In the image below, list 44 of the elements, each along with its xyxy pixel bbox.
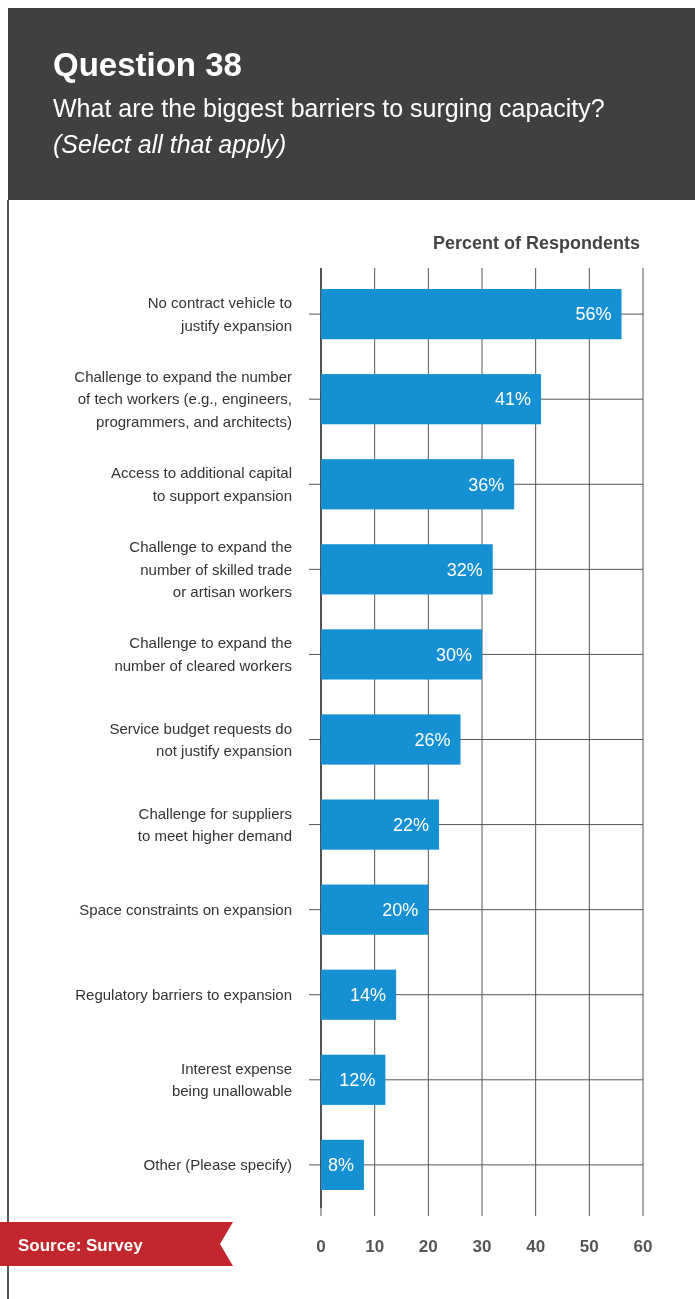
data-label: 32% [446, 559, 483, 580]
x-tick-label: 50 [579, 1237, 599, 1256]
x-tick-label: 30 [472, 1237, 492, 1256]
data-label: 26% [414, 729, 451, 750]
y-tick-label: Challenge for suppliers to meet higher demand [137, 804, 292, 845]
x-tick-label: 10 [365, 1237, 385, 1256]
y-tick-label: No contract vehicle to justify expansion [147, 294, 292, 334]
bar [321, 1054, 386, 1105]
y-tick-label: Service budget requests do not justify expansion [109, 719, 292, 759]
bar [321, 374, 542, 425]
bar [321, 544, 493, 595]
y-tick-label: Regulatory barriers to expansion [75, 985, 292, 1003]
bar [321, 799, 440, 850]
x-tick-label: 40 [526, 1237, 546, 1256]
data-label: 8% [327, 1155, 354, 1176]
bar [321, 289, 622, 340]
x-tick-label: 20 [418, 1237, 438, 1256]
x-axis-title: Percent of Respondents [432, 233, 640, 253]
y-tick-label: Access to additional capital to support expansion [111, 464, 292, 504]
data-label: 30% [435, 644, 472, 665]
bar [321, 459, 515, 510]
y-tick-label: Other (Please specify) [143, 1156, 292, 1174]
chart-subtitle: What are the biggest barriers to surging capacity? (Select all that apply) [53, 94, 605, 158]
bar [321, 629, 482, 680]
y-tick-label: Challenge to expand the number of cleared workers [114, 634, 292, 674]
x-tick-label: 0 [316, 1237, 326, 1256]
data-label: 36% [468, 474, 505, 495]
source-note: Source: Survey [18, 1236, 144, 1255]
bar [321, 969, 397, 1020]
data-label: 56% [575, 304, 612, 325]
data-label: 41% [495, 389, 532, 410]
bar [321, 1139, 364, 1190]
bar [321, 884, 429, 935]
data-label: 20% [382, 899, 419, 920]
data-label: 12% [339, 1070, 376, 1091]
data-label: 22% [393, 814, 430, 835]
x-tick-label: 60 [633, 1237, 653, 1256]
y-tick-label: Space constraints on expansion [79, 900, 292, 918]
chart-title: Question 38 [53, 46, 242, 83]
y-tick-label: Interest expense being unallowable [171, 1059, 292, 1100]
y-tick-label: Challenge to expand the number of skilled trade or artisan workers [129, 538, 292, 601]
data-label: 14% [350, 985, 387, 1006]
bar [321, 714, 461, 765]
y-tick-label: Challenge to expand the number of tech workers (e.g., engineers, programmers, and architects) [74, 367, 292, 430]
